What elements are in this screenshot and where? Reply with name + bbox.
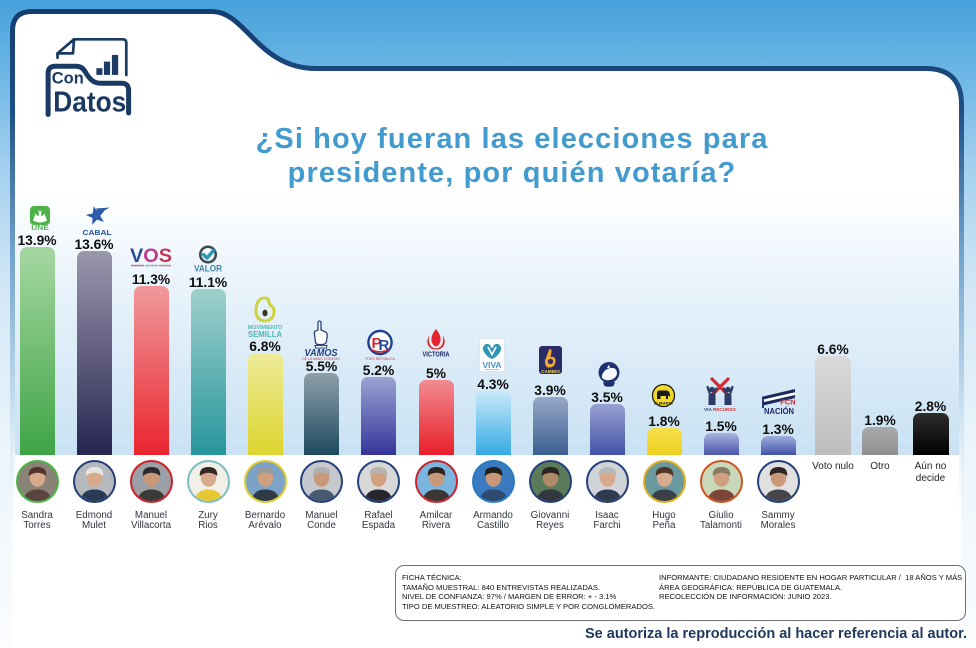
svg-text:CABAL: CABAL (83, 230, 113, 235)
svg-text:FCN: FCN (780, 398, 795, 407)
svg-text:VOS: VOS (130, 246, 172, 267)
svg-text:PARTIDO REPUBLICANO: PARTIDO REPUBLICANO (365, 357, 395, 361)
svg-text:DE LA MANO CONTIGO: DE LA MANO CONTIGO (302, 357, 340, 361)
svg-text:VICTORIA: VICTORIA (423, 350, 451, 359)
svg-text:VALOR: VALOR (194, 264, 222, 274)
svg-text:VIVA: VIVA (483, 361, 502, 370)
svg-text:MOVIMIENTO: MOVIMIENTO (248, 325, 283, 331)
svg-text:Con: Con (52, 70, 84, 88)
svg-text:R: R (379, 337, 390, 354)
svg-text:P: P (372, 335, 382, 352)
svg-text:NACIÓN: NACIÓN (764, 407, 794, 416)
svg-text:SEMILLA: SEMILLA (248, 330, 283, 339)
svg-text:VIA RECURSO: VIA RECURSO (704, 407, 736, 412)
svg-text:ELEFANTE: ELEFANTE (654, 402, 673, 406)
svg-text:CAMBIO: CAMBIO (541, 369, 560, 374)
svg-text:VAMOS: VAMOS (305, 348, 338, 359)
svg-text:UNE: UNE (31, 223, 49, 231)
svg-text:Datos: Datos (53, 87, 126, 119)
